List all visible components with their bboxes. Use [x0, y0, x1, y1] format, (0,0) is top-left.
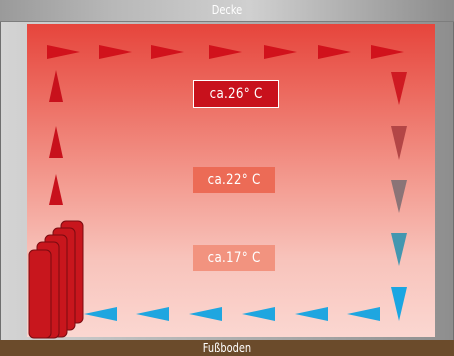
arrow-right-icon — [318, 45, 351, 59]
arrow-down-icon — [391, 126, 407, 160]
arrow-down-icon — [391, 180, 407, 213]
arrow-up-icon — [49, 174, 63, 205]
arrow-left-icon — [136, 307, 169, 321]
arrow-up-icon — [49, 70, 63, 102]
arrow-down-icon — [391, 233, 407, 266]
arrow-right-icon — [264, 45, 297, 59]
arrow-left-icon — [242, 307, 275, 321]
arrow-down-icon — [391, 72, 407, 105]
arrow-right-icon — [371, 45, 404, 59]
temperature-label-middle: ca.22° C — [193, 167, 275, 193]
arrow-up-icon — [49, 126, 63, 158]
arrow-left-icon — [347, 307, 380, 321]
arrow-left-icon — [189, 307, 222, 321]
arrow-down-icon — [391, 287, 407, 321]
floor-bar — [0, 340, 454, 356]
arrow-left-icon — [84, 307, 117, 321]
ceiling-label: Decke — [211, 3, 243, 17]
arrow-right-icon — [99, 45, 132, 59]
arrow-left-icon — [295, 307, 328, 321]
arrow-right-icon — [151, 45, 184, 59]
arrow-right-icon — [47, 45, 80, 59]
ceiling-bar — [0, 0, 454, 22]
arrow-right-icon — [209, 45, 242, 59]
radiator-icon — [28, 220, 84, 339]
temperature-label-bottom: ca.17° C — [193, 245, 275, 271]
temperature-label-top: ca.26° C — [193, 80, 279, 108]
floor-label: Fußboden — [202, 341, 252, 355]
